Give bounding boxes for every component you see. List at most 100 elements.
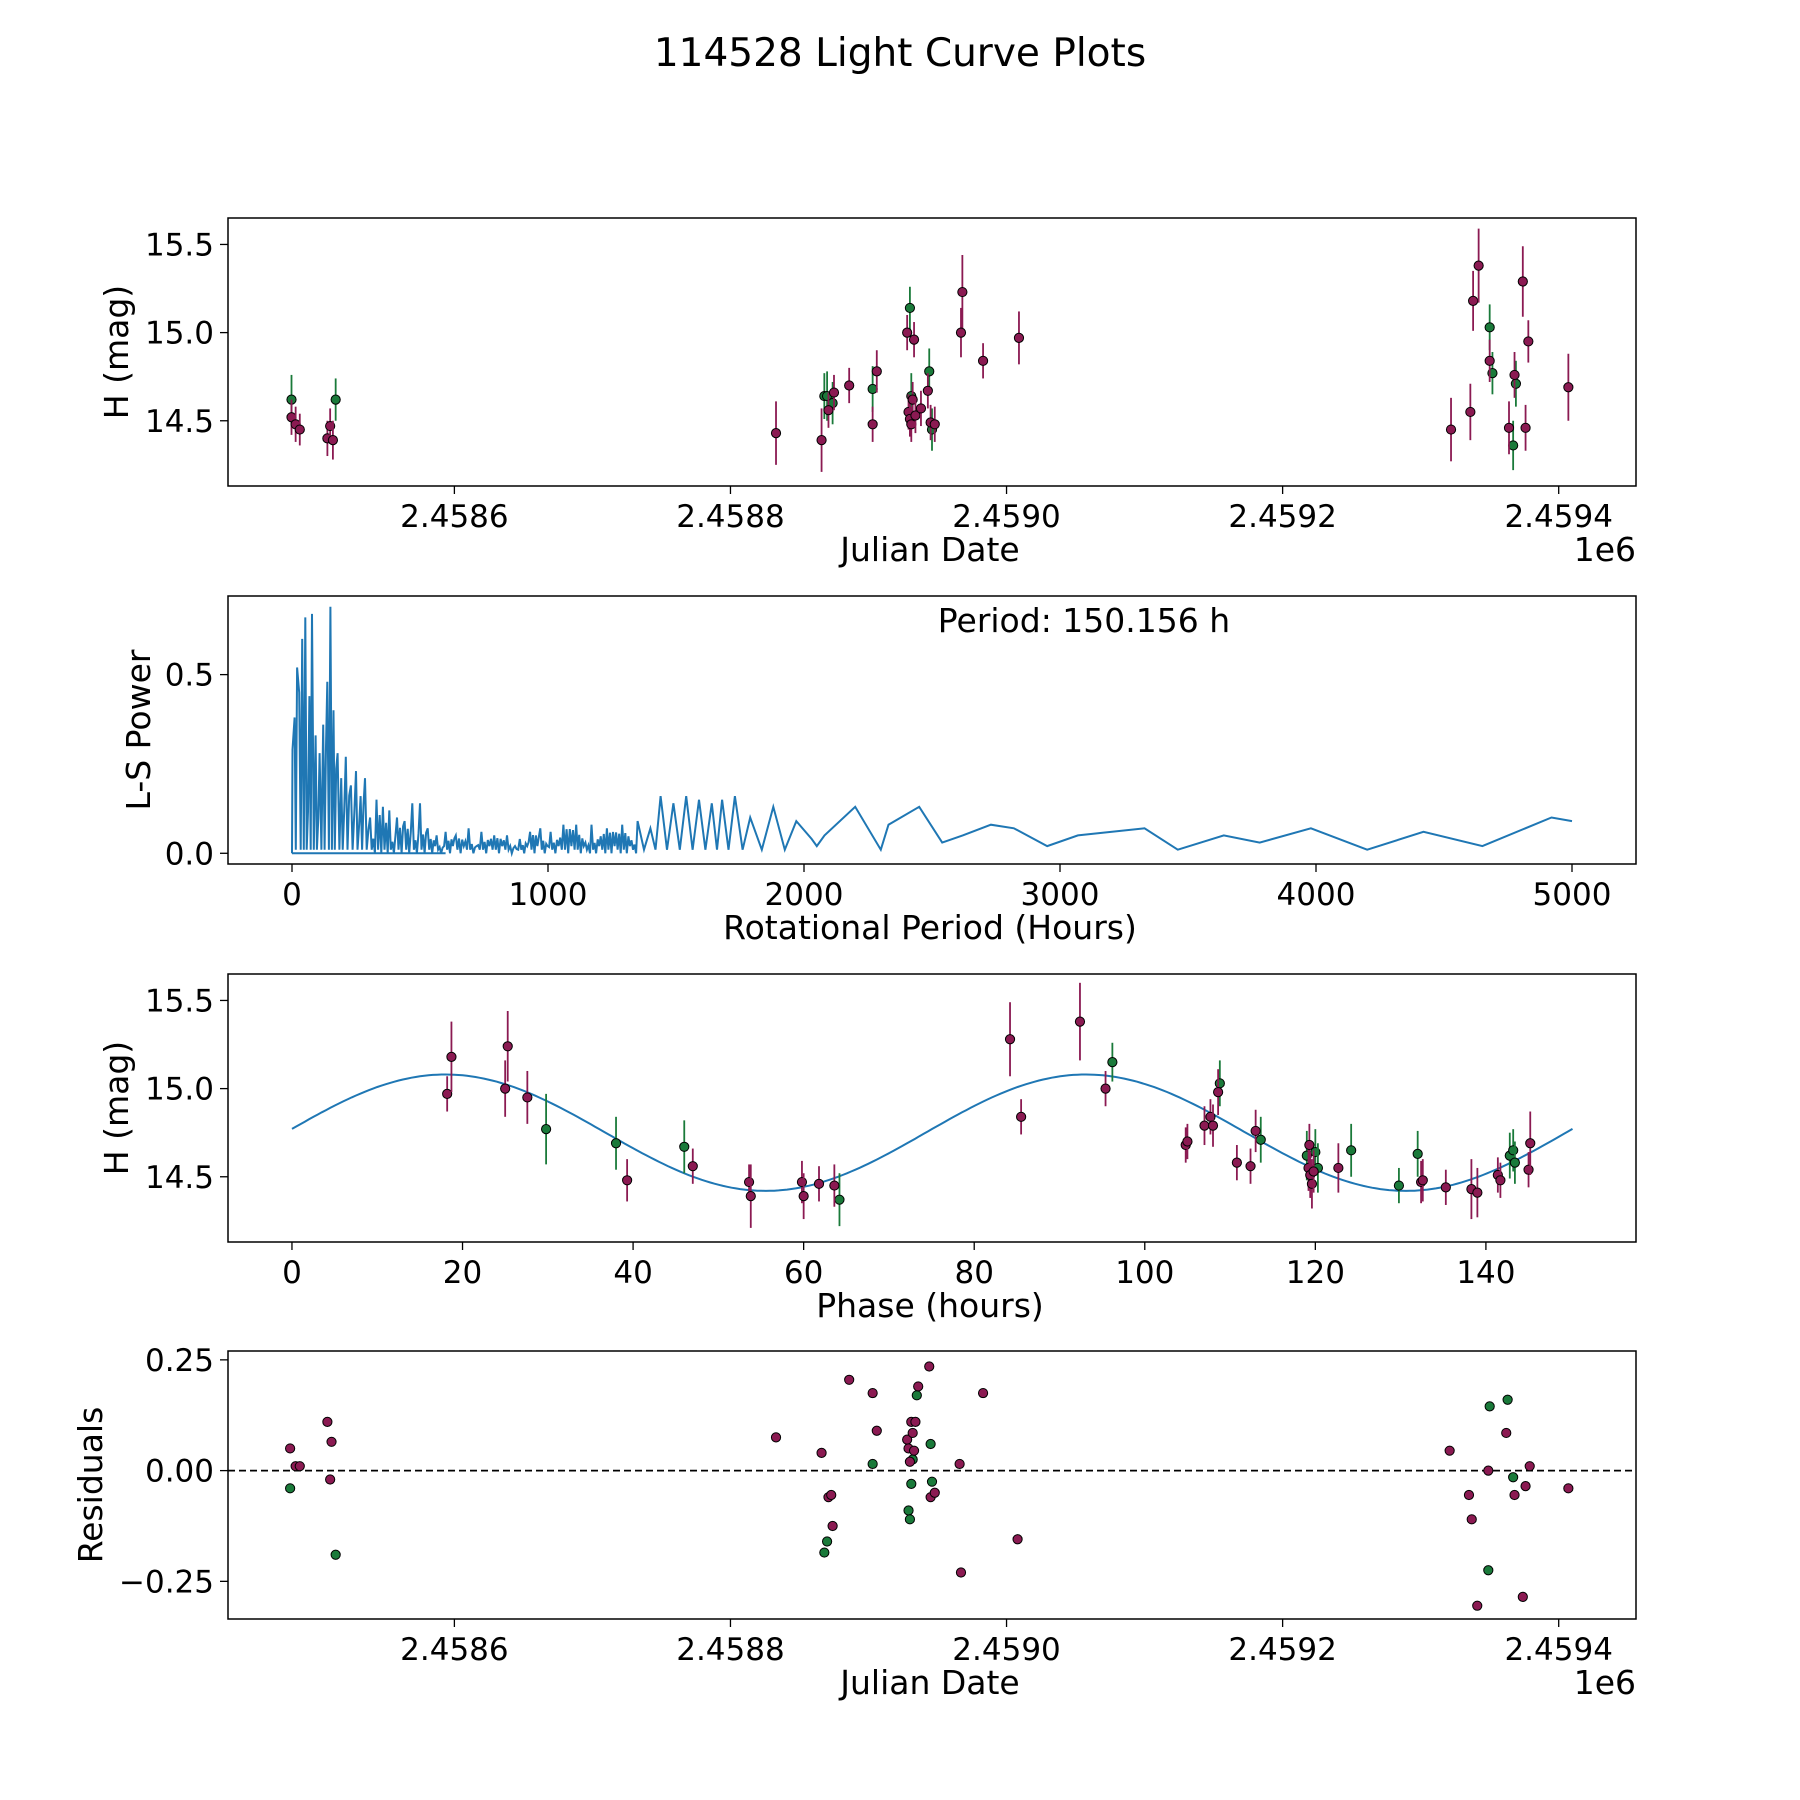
y-tick-label: 14.5 (145, 1160, 214, 1196)
data-point (1346, 1145, 1357, 1156)
data-point (1417, 1175, 1428, 1186)
light-curve-offset-label: 1e6 (1574, 530, 1636, 569)
data-point (929, 1487, 940, 1498)
data-point (679, 1141, 690, 1152)
x-tick-label: 2.4588 (676, 499, 784, 535)
data-point (867, 1458, 878, 1470)
data-point (1231, 1157, 1242, 1168)
phased-curve-y-label: H (mag) (97, 1041, 136, 1175)
data-point (819, 1547, 830, 1558)
data-point (1466, 1514, 1477, 1525)
x-tick-label: 100 (1115, 1255, 1174, 1291)
x-tick-label: 3000 (1021, 877, 1100, 913)
data-point (910, 1416, 921, 1427)
data-point (326, 1436, 337, 1447)
light-curve-y-label: H (mag) (97, 285, 136, 419)
x-tick-label: 4000 (1277, 877, 1356, 913)
data-point (1517, 1591, 1528, 1602)
light-curve-plot-area (286, 228, 1574, 472)
data-point (1484, 1401, 1495, 1412)
y-tick-label: 0.0 (165, 836, 214, 872)
data-point (743, 1176, 755, 1188)
data-point (1520, 1481, 1531, 1492)
x-tick-label: 2.4592 (1228, 499, 1336, 535)
data-point (827, 1520, 838, 1532)
x-tick-label: 2.4590 (952, 499, 1060, 535)
data-point (908, 1445, 920, 1456)
data-point (1503, 422, 1515, 433)
data-point (924, 1361, 935, 1372)
data-point (823, 405, 834, 416)
data-point (1412, 1148, 1423, 1159)
light-curve-ticks: 2.4586 2.4588 2.4590 2.4592 2.4594 14.5 15.0 15… (145, 227, 1613, 535)
x-tick-label: 120 (1286, 1255, 1345, 1291)
data-point (522, 1092, 533, 1103)
data-point (844, 380, 855, 391)
data-point (1393, 1180, 1405, 1191)
residuals-offset-label: 1e6 (1574, 1663, 1636, 1702)
data-point (1465, 406, 1476, 418)
residuals-panel: 2.4586 2.4588 2.4590 2.4592 2.4594 −0.25 0.00 0… (71, 1343, 1637, 1702)
data-point (446, 1051, 457, 1062)
figure-title: 114528 Light Curve Plots (654, 31, 1146, 76)
data-point (1508, 440, 1519, 451)
data-point (285, 1483, 296, 1494)
data-point (1501, 1427, 1512, 1439)
data-point (1213, 1087, 1224, 1098)
x-tick-label: 0 (282, 1255, 302, 1291)
data-point (828, 387, 840, 398)
y-tick-label: 15.5 (145, 227, 214, 263)
data-point (1502, 1394, 1513, 1405)
x-tick-label: 2.4594 (1504, 499, 1612, 535)
x-tick-label: 0 (282, 877, 302, 913)
data-point (1484, 322, 1495, 333)
periodogram-x-label: Rotational Period (Hours) (723, 908, 1137, 947)
y-tick-label: 15.0 (145, 1072, 214, 1108)
x-tick-label: 2.4586 (400, 1632, 508, 1668)
data-point (1508, 1472, 1519, 1483)
data-point (1308, 1166, 1319, 1177)
data-point (500, 1083, 511, 1094)
data-point (1245, 1161, 1256, 1172)
data-point (844, 1374, 855, 1385)
x-tick-label: 2.4592 (1228, 1632, 1336, 1668)
data-point (1107, 1057, 1118, 1068)
data-point (294, 424, 305, 435)
data-point (687, 1161, 698, 1172)
y-tick-label: 14.5 (145, 404, 214, 440)
data-point (908, 334, 920, 345)
data-point (925, 1438, 936, 1450)
data-point (913, 1381, 924, 1392)
data-point (915, 403, 927, 414)
data-point (816, 435, 827, 446)
data-point (902, 327, 913, 338)
data-point (922, 385, 933, 396)
data-point (929, 419, 940, 430)
data-point (1524, 1461, 1535, 1472)
phased-curve-x-label: Phase (hours) (816, 1286, 1044, 1325)
data-point (955, 1567, 967, 1578)
data-point (1483, 1465, 1494, 1476)
period-annotation: Period: 150.156 h (938, 601, 1230, 640)
data-point (1207, 1120, 1219, 1131)
light-curve-x-label: Julian Date (838, 530, 1020, 569)
data-point (1255, 1134, 1266, 1145)
residuals-frame (227, 1350, 1637, 1620)
y-tick-label: 0.00 (145, 1454, 214, 1490)
residuals-plot-area (228, 1361, 1636, 1611)
data-point (1440, 1182, 1451, 1193)
phased-curve-frame (227, 973, 1637, 1243)
x-tick-label: 2000 (765, 877, 844, 913)
y-tick-label: −0.25 (119, 1564, 214, 1600)
phased-curve-ticks: 0 20 40 60 80 100 120 140 14.5 15.0 15.5 (145, 983, 1516, 1291)
data-point (1333, 1162, 1344, 1174)
x-tick-label: 20 (443, 1255, 482, 1291)
data-point (1563, 1483, 1574, 1494)
data-point (834, 1194, 845, 1205)
data-point (1463, 1489, 1475, 1501)
data-point (977, 1387, 989, 1399)
data-point (957, 286, 968, 298)
periodogram-plot-area (291, 606, 1573, 858)
